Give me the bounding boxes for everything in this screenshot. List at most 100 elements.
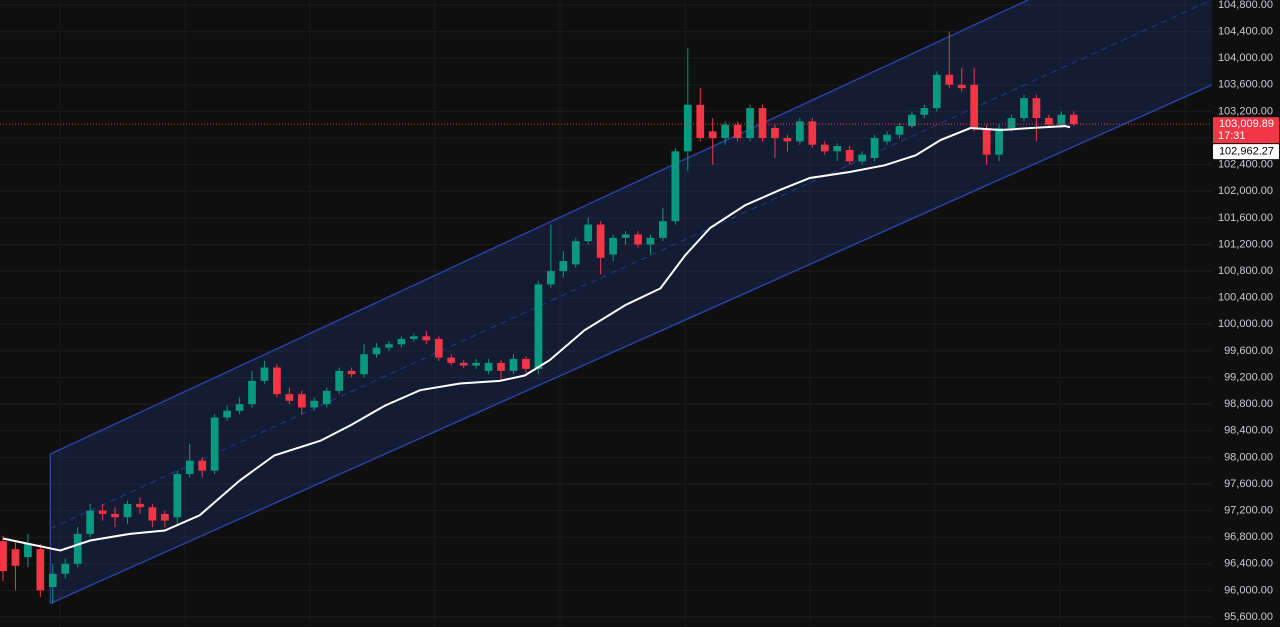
candle-body — [1020, 98, 1028, 119]
candle-body — [522, 358, 530, 369]
candle-body — [696, 104, 705, 139]
overlay — [0, 123, 1212, 552]
candle-body — [173, 473, 182, 518]
candle-body — [497, 362, 505, 371]
candle-body — [410, 336, 418, 339]
candle-body — [621, 234, 630, 238]
candle-body — [1069, 114, 1078, 125]
y-tick-label: 96,800.00 — [1224, 531, 1273, 543]
candle-body — [932, 74, 941, 109]
candle-body — [584, 224, 593, 242]
candle-body — [198, 460, 207, 471]
candle-body — [260, 367, 269, 381]
y-tick-label: 100,000.00 — [1218, 318, 1273, 330]
y-tick-label: 100,800.00 — [1218, 265, 1273, 277]
candle-body — [1057, 114, 1066, 125]
y-tick-label: 101,600.00 — [1218, 212, 1273, 224]
candle-body — [11, 549, 20, 566]
y-tick-label: 98,800.00 — [1224, 398, 1273, 410]
candle-body — [484, 362, 493, 371]
y-tick-label: 97,600.00 — [1224, 478, 1273, 490]
candle-body — [136, 503, 144, 508]
candle-body — [48, 573, 57, 588]
candle-body — [248, 380, 256, 405]
candle-body — [571, 241, 580, 265]
candle-body — [397, 338, 406, 345]
candle-body — [210, 417, 219, 471]
candle-body — [609, 237, 617, 255]
last-price-label: 103,009.89 — [1219, 118, 1274, 130]
y-tick-label: 101,200.00 — [1218, 238, 1273, 250]
candle-body — [559, 261, 568, 272]
candle-body — [98, 510, 107, 514]
y-tick-label: 103,200.00 — [1218, 105, 1273, 117]
candle-body — [1007, 118, 1016, 129]
candle-body — [297, 394, 306, 408]
candle-body — [347, 370, 356, 375]
candle-body — [870, 138, 879, 158]
candle-body — [708, 131, 717, 139]
candle-body — [111, 513, 119, 518]
candle-body — [746, 108, 754, 139]
last-price-box — [1213, 117, 1279, 144]
candle-body — [796, 121, 804, 142]
price-axis: 95,600.00 96,000.00 96,400.00 96,800.00 97,2… — [1212, 0, 1280, 627]
y-tick-label: 102,400.00 — [1218, 159, 1273, 171]
candle-body — [322, 390, 331, 405]
candle-body — [820, 144, 829, 152]
y-tick-label: 104,800.00 — [1218, 0, 1273, 11]
candle-body — [285, 394, 294, 401]
candle-body — [646, 237, 655, 245]
candle-body — [1032, 98, 1041, 119]
candle-body — [61, 563, 70, 574]
y-tick-label: 95,600.00 — [1224, 611, 1273, 623]
y-tick-label: 98,400.00 — [1224, 425, 1273, 437]
y-tick-label: 104,400.00 — [1218, 26, 1273, 38]
candle-body — [447, 357, 456, 363]
candle-body — [659, 221, 667, 238]
candle-body — [895, 126, 904, 135]
candle-body — [671, 151, 680, 222]
candle-body — [783, 138, 792, 142]
candle-body — [1045, 118, 1053, 125]
candle-body — [534, 284, 543, 369]
candle-body — [0, 541, 7, 572]
channel-lower — [49, 84, 1213, 605]
candle-body — [185, 460, 194, 474]
candle-body — [472, 362, 480, 366]
candle-body — [148, 507, 157, 521]
candle-body — [422, 336, 431, 341]
candle-body — [235, 404, 244, 411]
y-tick-label: 97,200.00 — [1224, 504, 1273, 516]
candle-body — [434, 338, 443, 358]
candle-body — [982, 128, 991, 155]
candle-body — [385, 344, 393, 348]
candle-body — [123, 503, 132, 518]
y-tick-label: 104,000.00 — [1218, 52, 1273, 64]
candle-body — [596, 224, 605, 258]
channel-upper — [49, 0, 1030, 455]
y-tick-label: 96,400.00 — [1224, 558, 1273, 570]
y-tick-label: 98,000.00 — [1224, 451, 1273, 463]
candle-body — [360, 354, 368, 375]
candle-body — [771, 128, 779, 139]
candle-body — [995, 128, 1003, 155]
countdown: 17:31 — [1218, 130, 1246, 142]
candle-body — [372, 347, 381, 355]
candle-body — [957, 84, 966, 89]
candle-body — [86, 510, 95, 534]
candle-body — [683, 104, 692, 152]
candle-body — [945, 74, 954, 85]
candle-body — [335, 370, 344, 391]
candle-body — [73, 533, 82, 564]
grid — [0, 0, 1212, 627]
y-tick-label: 102,000.00 — [1218, 185, 1273, 197]
candle-body — [758, 108, 767, 139]
candle-body — [223, 410, 231, 418]
candle-body — [721, 124, 730, 139]
ma-price-box — [1213, 144, 1279, 160]
candle-body — [273, 367, 281, 395]
